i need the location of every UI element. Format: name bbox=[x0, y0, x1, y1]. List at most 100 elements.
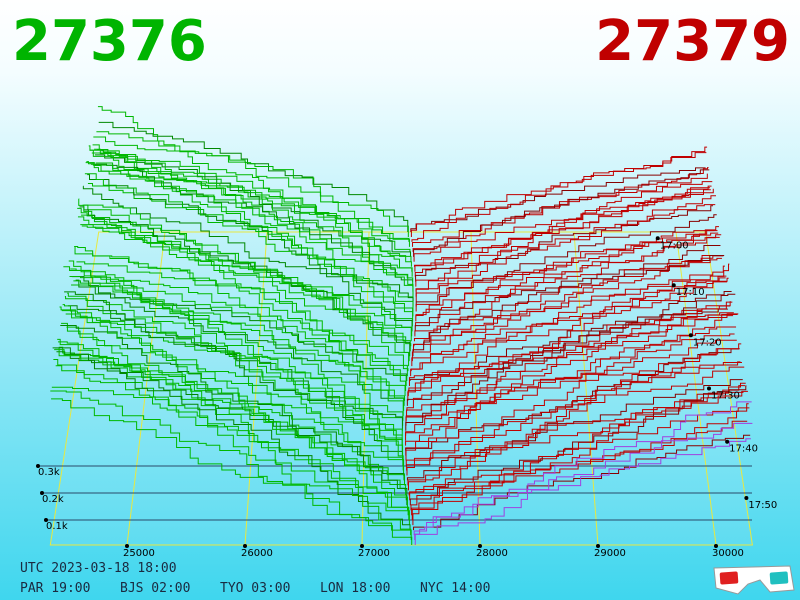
bid-depth-line bbox=[67, 292, 403, 436]
ask-depth-line bbox=[407, 391, 744, 486]
ask-depth-line bbox=[405, 313, 739, 451]
bid-depth-line bbox=[64, 291, 403, 456]
ask-depth-line bbox=[413, 438, 751, 536]
bid-depth-line bbox=[82, 204, 413, 337]
ask-depth-line bbox=[412, 255, 725, 357]
bid-depth-line bbox=[80, 224, 411, 352]
price-tick bbox=[360, 544, 364, 548]
price-tick bbox=[243, 544, 247, 548]
bid-depth-line bbox=[89, 149, 414, 292]
time-tick bbox=[671, 283, 676, 288]
price-label: 25000 bbox=[123, 548, 155, 559]
time-label: 17:30 bbox=[711, 391, 740, 402]
bid-depth-line bbox=[50, 390, 413, 545]
depth-tick bbox=[36, 464, 40, 468]
bid-depth-line bbox=[57, 341, 407, 496]
ask-depth-line bbox=[414, 181, 713, 277]
ask-depth-line bbox=[405, 348, 740, 456]
time-label: 17:40 bbox=[729, 444, 758, 455]
ask-depth-line bbox=[411, 390, 748, 516]
ask-depth-line bbox=[412, 167, 709, 252]
ask-price: 27379 bbox=[595, 9, 790, 74]
depth-label: 0.1k bbox=[46, 521, 68, 532]
time-tick bbox=[655, 236, 660, 241]
ask-depth-line bbox=[410, 420, 748, 511]
bid-depth-line bbox=[81, 225, 412, 342]
bid-depth-line bbox=[51, 386, 412, 536]
price-label: 30000 bbox=[712, 548, 744, 559]
ask-depth-line bbox=[405, 326, 737, 436]
time-label: 17:10 bbox=[676, 287, 705, 298]
price-label: 29000 bbox=[594, 548, 626, 559]
depth-tick bbox=[44, 518, 48, 522]
ask-depth-line bbox=[411, 403, 749, 521]
ask-depth-line bbox=[411, 265, 725, 362]
bid-depth-line bbox=[53, 358, 410, 526]
time-tick bbox=[688, 333, 693, 338]
time-tick bbox=[744, 496, 749, 501]
bid-depth-line bbox=[78, 198, 410, 362]
ask-depth-line bbox=[415, 204, 716, 297]
time-tick bbox=[707, 386, 711, 391]
ask-depth-line bbox=[410, 275, 727, 372]
bid-depth-line bbox=[88, 145, 414, 297]
ask-depth-line bbox=[405, 333, 735, 426]
ask-depth-line bbox=[414, 422, 753, 545]
axis-labels: 25000 26000 27000 28000 29000 30000 0.3k 0.2k 0.… bbox=[20, 236, 777, 596]
bid-depth-line bbox=[70, 268, 404, 416]
ask-depth-line bbox=[409, 382, 746, 501]
city-clock: TYO 03:00 bbox=[220, 581, 290, 596]
ask-depth-line bbox=[413, 255, 723, 347]
bid-depth-line bbox=[54, 347, 409, 516]
price-tick bbox=[478, 544, 482, 548]
ask-depth-line bbox=[407, 366, 745, 491]
ask-depth-line bbox=[412, 407, 750, 526]
ask-depth-line bbox=[405, 293, 736, 431]
depth-curves bbox=[50, 106, 753, 545]
ask-depth-line bbox=[414, 401, 752, 541]
ask-depth-line bbox=[413, 434, 751, 531]
bid-depth-line bbox=[85, 162, 414, 317]
city-clock: NYC 14:00 bbox=[420, 581, 490, 596]
bid-depth-line bbox=[74, 246, 407, 391]
bid-depth-line bbox=[91, 152, 413, 277]
ask-depth-line bbox=[410, 281, 728, 377]
price-label: 27000 bbox=[358, 548, 390, 559]
city-clock: BJS 02:00 bbox=[120, 581, 190, 596]
time-label: 17:00 bbox=[660, 240, 689, 251]
ask-depth-line bbox=[411, 277, 726, 367]
bid-depth-line bbox=[59, 306, 406, 486]
ask-depth-line bbox=[413, 255, 724, 352]
ask-depth-line bbox=[414, 189, 711, 267]
ask-depth-line bbox=[412, 173, 708, 247]
ask-depth-line bbox=[415, 195, 716, 302]
ask-depth-line bbox=[408, 277, 729, 387]
ask-depth-line bbox=[406, 343, 742, 471]
bid-depth-line bbox=[74, 246, 407, 387]
ask-depth-line bbox=[410, 167, 706, 232]
city-clock: PAR 19:00 bbox=[20, 581, 90, 596]
bid-depth-line bbox=[61, 322, 405, 476]
ask-depth-line bbox=[406, 379, 743, 481]
bid-depth-line bbox=[69, 276, 404, 421]
bid-price: 27376 bbox=[12, 9, 207, 74]
bid-depth-line bbox=[93, 136, 412, 267]
ask-depth-line bbox=[415, 232, 719, 317]
bid-depth-line bbox=[84, 173, 414, 322]
ask-depth-line bbox=[405, 361, 741, 466]
ask-depth-line bbox=[406, 361, 742, 476]
bid-depth-line bbox=[61, 310, 404, 471]
ask-depth-line bbox=[406, 301, 733, 411]
bid-depth-line bbox=[82, 185, 413, 332]
ask-depth-line bbox=[413, 169, 710, 257]
ask-depth-line bbox=[415, 205, 714, 282]
bid-depth-line bbox=[54, 349, 410, 521]
ask-depth-line bbox=[415, 236, 720, 327]
bid-depth-line bbox=[72, 270, 406, 401]
price-tick bbox=[596, 544, 600, 548]
bid-depth-line bbox=[79, 206, 411, 357]
ask-depth-line bbox=[411, 146, 708, 242]
depth-tick bbox=[40, 491, 44, 495]
bid-depth-line bbox=[96, 131, 410, 247]
